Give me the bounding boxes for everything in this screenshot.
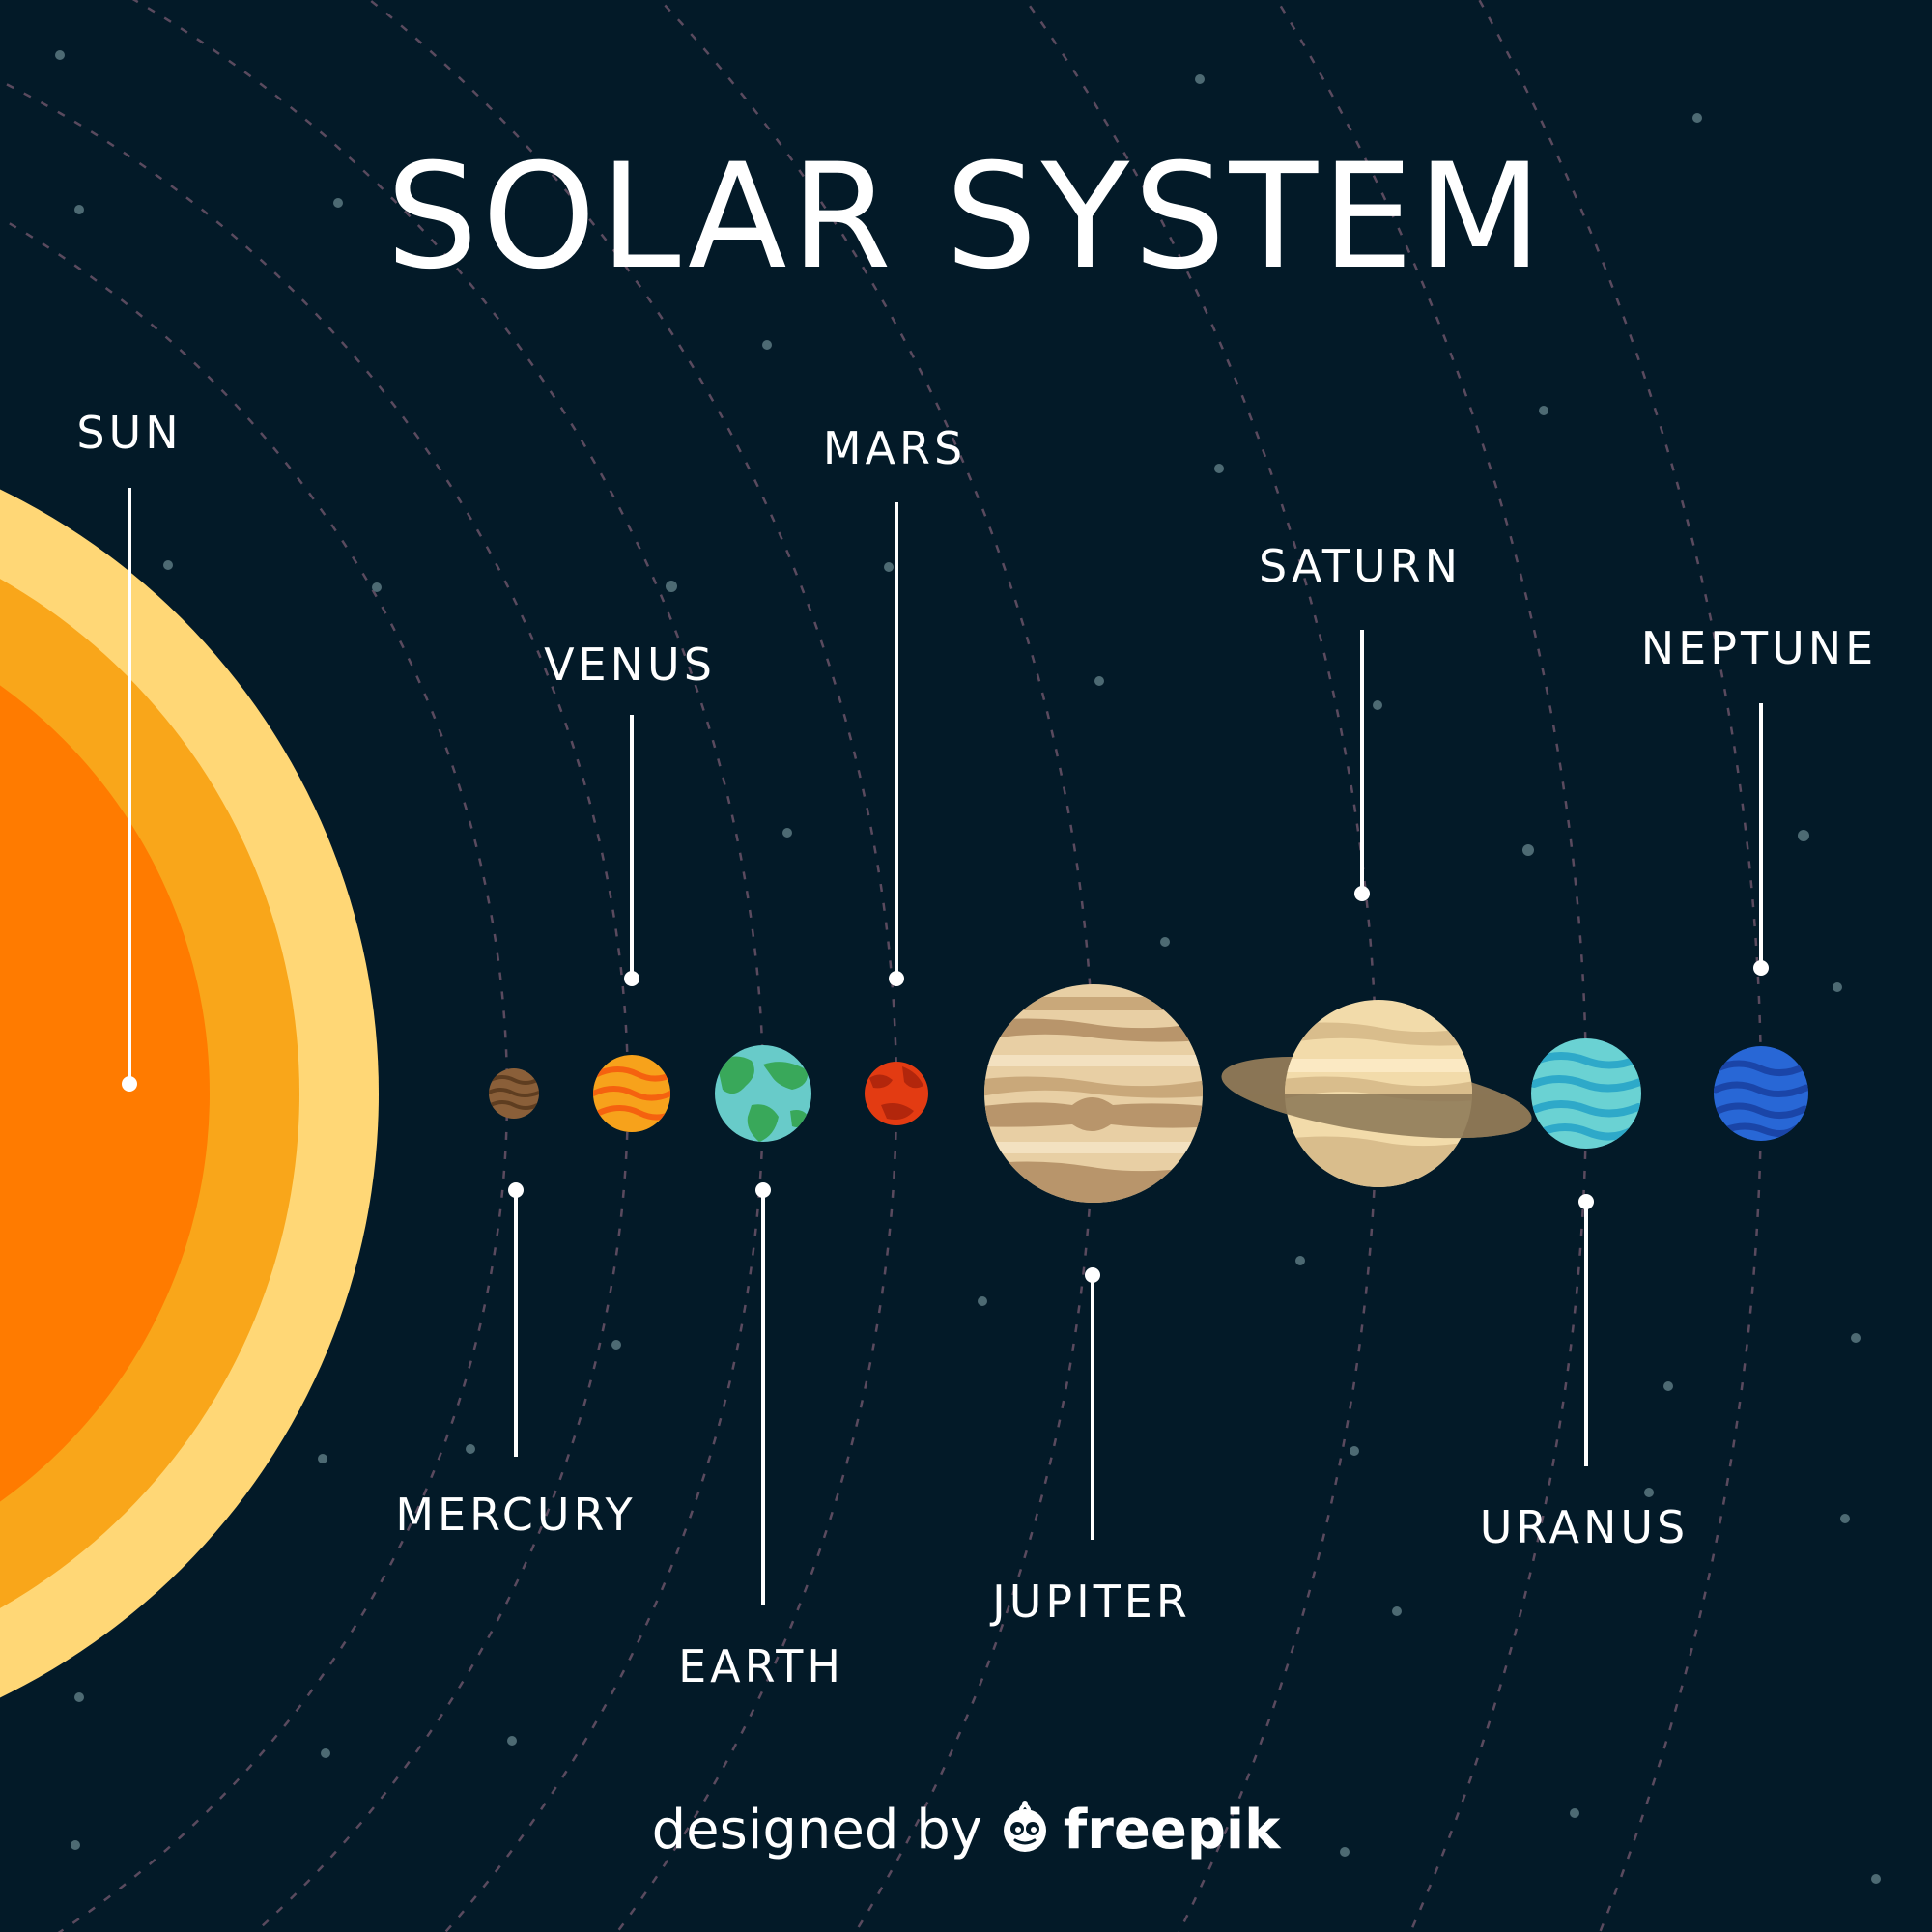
star	[1295, 1256, 1305, 1265]
designer-credit: designed by freepik	[0, 1797, 1932, 1864]
star-field	[55, 50, 1881, 1884]
saturn-ring-front	[1221, 1094, 1532, 1139]
star	[782, 828, 792, 838]
star	[71, 1840, 80, 1850]
saturn-label: SATURN	[1258, 540, 1463, 592]
sun-label: SUN	[76, 407, 183, 459]
star	[1350, 1446, 1359, 1456]
sun-body	[0, 489, 379, 1698]
earth-label: EARTH	[678, 1640, 844, 1692]
earth-planet	[715, 1045, 811, 1142]
star	[611, 1340, 621, 1350]
mars-leader-line	[889, 502, 904, 986]
star	[978, 1296, 987, 1306]
star	[1644, 1488, 1654, 1497]
star	[507, 1736, 517, 1746]
mars-label: MARS	[822, 422, 967, 474]
credit-prefix: designed by	[651, 1799, 982, 1861]
venus-planet	[593, 1055, 670, 1132]
freepik-logo-icon	[1003, 1801, 1046, 1852]
star	[1373, 700, 1382, 710]
uranus-label: URANUS	[1479, 1501, 1690, 1553]
sun-leader-line	[122, 488, 137, 1092]
venus-label: VENUS	[544, 639, 716, 691]
star	[1214, 464, 1224, 473]
star	[1539, 406, 1548, 415]
star	[321, 1748, 330, 1758]
mercury-label: MERCURY	[395, 1489, 637, 1541]
mars-planet	[865, 1062, 928, 1125]
star	[1663, 1381, 1673, 1391]
jupiter-label: JUPITER	[992, 1576, 1191, 1628]
star	[333, 198, 343, 208]
star	[1522, 844, 1534, 856]
leader-lines	[122, 488, 1769, 1605]
star	[1160, 937, 1170, 947]
star	[74, 205, 84, 214]
star	[1851, 1333, 1861, 1343]
star	[1195, 74, 1205, 84]
star	[163, 560, 173, 570]
star	[1392, 1606, 1402, 1616]
saturn-planet	[1221, 1000, 1532, 1187]
neptune-label: NEPTUNE	[1640, 622, 1878, 674]
star	[1840, 1514, 1850, 1523]
page-title: SOLAR SYSTEM	[385, 133, 1547, 301]
star	[1798, 830, 1809, 841]
neptune-planet	[1714, 1046, 1808, 1141]
neptune-leader-line	[1753, 703, 1769, 976]
earth-leader-line	[755, 1182, 771, 1605]
star	[666, 581, 677, 592]
venus-leader-line	[624, 715, 639, 986]
mercury-leader-line	[508, 1182, 524, 1457]
star	[884, 562, 894, 572]
uranus-leader-line	[1578, 1194, 1594, 1466]
star	[74, 1692, 84, 1702]
star	[1094, 676, 1104, 686]
star	[55, 50, 65, 60]
star	[1871, 1874, 1881, 1884]
star	[1340, 1847, 1350, 1857]
saturn-leader-line	[1354, 630, 1370, 901]
mercury-planet	[489, 1068, 539, 1119]
sun-inner-layer	[0, 685, 210, 1502]
star	[372, 582, 382, 592]
star	[318, 1454, 327, 1463]
credit-brand: freepik	[1063, 1799, 1281, 1861]
star	[466, 1444, 475, 1454]
star	[1692, 113, 1702, 123]
jupiter-leader-line	[1085, 1267, 1100, 1540]
star	[1833, 982, 1842, 992]
uranus-planet	[1531, 1038, 1641, 1149]
star	[1570, 1808, 1579, 1818]
star	[762, 340, 772, 350]
jupiter-planet	[984, 984, 1203, 1203]
